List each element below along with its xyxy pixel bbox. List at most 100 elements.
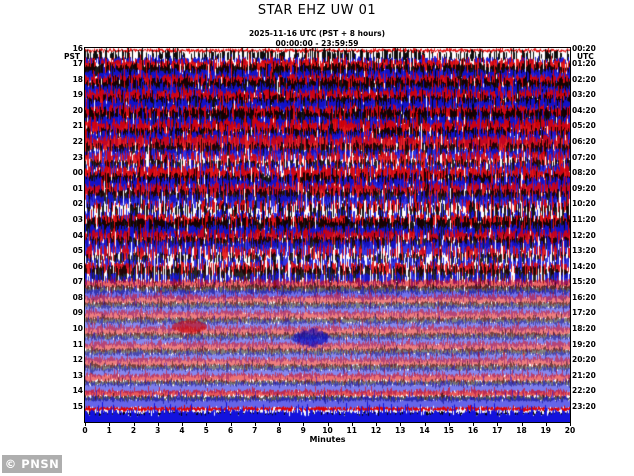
x-axis-title: Minutes (309, 435, 346, 444)
minute-tick-mark (254, 423, 256, 426)
minute-tick-label: 7 (252, 426, 258, 435)
page-title: STAR EHZ UW 01 (257, 3, 377, 18)
minute-tick-label: 14 (419, 426, 430, 435)
minute-tick-mark (230, 423, 232, 426)
pst-hour-label: 20 (72, 105, 83, 115)
pst-hour-label: 06 (72, 261, 83, 271)
utc-hour-label: 05:20 (572, 121, 596, 131)
pst-hour-label: 16 (72, 43, 83, 53)
left-axis-header: PST (63, 52, 80, 61)
utc-hour-label: 18:20 (572, 324, 596, 333)
timespan-subtitle: 00:00:00 - 23:59:59 (275, 38, 359, 48)
pst-hour-label: 19 (72, 90, 83, 100)
minute-tick-label: 18 (516, 426, 527, 435)
pst-hour-label: 11 (72, 339, 83, 349)
minute-tick-label: 5 (203, 426, 209, 435)
utc-hour-label: 03:20 (572, 90, 596, 100)
minute-tick-mark (157, 423, 159, 426)
utc-hour-label: 23:20 (572, 401, 596, 411)
minute-tick-mark (545, 423, 547, 426)
pst-hour-label: 17 (72, 59, 83, 69)
pst-hour-label: 18 (72, 74, 83, 84)
minute-tick-mark (279, 423, 280, 426)
pst-hour-label: 14 (72, 386, 83, 396)
minute-tick-mark (303, 423, 305, 426)
minute-tick-label: 12 (370, 426, 382, 435)
minute-tick-label: 1 (106, 426, 112, 435)
minute-tick-label: 16 (467, 426, 479, 435)
pst-hour-label: 02 (72, 199, 83, 209)
minute-tick-label: 0 (82, 426, 88, 435)
minute-tick-label: 11 (346, 426, 357, 435)
minute-tick-mark (85, 423, 86, 426)
utc-hour-label: 07:20 (572, 152, 596, 162)
pst-hour-label: 23 (72, 152, 83, 162)
utc-hour-label: 01:20 (572, 59, 596, 69)
pst-hour-label: 22 (72, 137, 83, 146)
minute-tick-mark (133, 423, 135, 426)
pst-hour-label: 03 (72, 214, 83, 224)
pst-hour-label: 13 (72, 370, 83, 380)
utc-hour-label: 04:20 (572, 105, 596, 115)
utc-hour-label: 08:20 (572, 168, 596, 178)
utc-hour-label: 00:20 (572, 43, 596, 53)
minute-tick-mark (327, 423, 329, 426)
seismogram-traces-canvas (85, 48, 570, 422)
pst-hour-label: 12 (72, 355, 83, 365)
minute-tick-label: 20 (564, 426, 576, 435)
pst-hour-label: 05 (72, 246, 83, 256)
minute-tick-mark (206, 423, 208, 426)
minute-tick-mark (497, 423, 499, 426)
utc-hour-label: 11:20 (572, 214, 596, 224)
utc-hour-label: 17:20 (572, 308, 596, 318)
minute-tick-mark (521, 423, 523, 426)
utc-hour-label: 19:20 (572, 339, 596, 349)
minute-tick-label: 8 (276, 426, 282, 435)
utc-hour-label: 20:20 (572, 355, 596, 365)
minute-tick-mark (400, 423, 402, 426)
utc-hour-label: 02:20 (572, 74, 596, 84)
minute-tick-label: 13 (395, 426, 406, 435)
minute-tick-mark (570, 423, 571, 426)
seismogram-plot-area (84, 47, 571, 423)
minute-tick-label: 19 (540, 426, 551, 435)
minute-tick-label: 6 (227, 426, 234, 435)
utc-hour-label: 21:20 (572, 370, 596, 380)
utc-hour-label: 06:20 (572, 137, 596, 146)
minute-tick-mark (376, 423, 377, 426)
utc-hour-label: 13:20 (572, 246, 596, 256)
utc-hour-label: 10:20 (572, 199, 596, 209)
minute-tick-label: 2 (130, 426, 137, 435)
minute-tick-label: 9 (300, 426, 306, 435)
utc-hour-label: 15:20 (572, 277, 596, 287)
pnsn-logo: © PNSN (2, 455, 62, 473)
date-subtitle: 2025-11-16 UTC (PST + 8 hours) (248, 29, 386, 38)
utc-hour-label: 16:20 (572, 292, 596, 302)
minute-tick-label: 3 (155, 426, 161, 435)
minute-tick-label: 10 (322, 426, 333, 435)
right-axis-header: UTC (577, 52, 594, 61)
pst-hour-label: 09 (72, 308, 83, 318)
pst-hour-label: 08 (72, 292, 83, 302)
pst-hour-label: 21 (72, 121, 83, 131)
utc-hour-label: 22:20 (572, 386, 596, 396)
utc-hour-label: 09:20 (572, 183, 596, 193)
pst-hour-label: 15 (72, 401, 83, 411)
minute-tick-mark (424, 423, 426, 426)
minute-tick-mark (109, 423, 111, 426)
minute-tick-mark (448, 423, 450, 426)
pst-hour-label: 04 (72, 230, 83, 240)
minute-tick-label: 4 (179, 426, 185, 435)
minute-tick-mark (473, 423, 474, 426)
pst-hour-label: 10 (72, 324, 83, 333)
pst-hour-label: 00 (72, 168, 83, 178)
pst-hour-label: 07 (72, 277, 83, 287)
pst-hour-label: 01 (72, 183, 83, 193)
utc-hour-label: 12:20 (572, 230, 596, 240)
minute-tick-mark (351, 423, 353, 426)
utc-hour-label: 14:20 (572, 261, 596, 271)
minute-tick-mark (182, 423, 183, 426)
minute-tick-label: 15 (443, 426, 454, 435)
minute-tick-label: 17 (492, 426, 503, 435)
